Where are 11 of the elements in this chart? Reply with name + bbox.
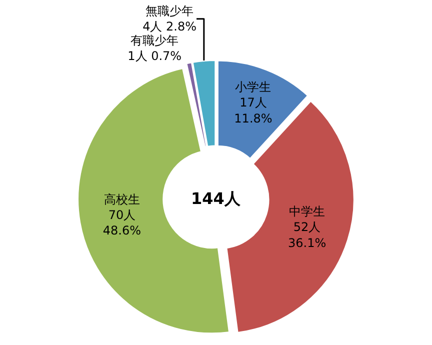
slice-label: 無職少年 — [146, 4, 194, 18]
data-label: 1人 0.7% — [128, 49, 182, 64]
slice-label: 小学生 — [235, 80, 272, 94]
data-label: 17人 11.8% — [234, 96, 272, 126]
slice-label: 高校生 — [104, 192, 140, 206]
slice-label: 中学生 — [289, 204, 326, 219]
data-label: 70人 48.6% — [102, 208, 142, 238]
slice-label: 有職少年 — [130, 34, 179, 48]
text: 144人 — [191, 189, 242, 208]
data-label: 4人 2.8% — [142, 20, 197, 34]
data-label: 52人 36.1% — [288, 220, 326, 250]
